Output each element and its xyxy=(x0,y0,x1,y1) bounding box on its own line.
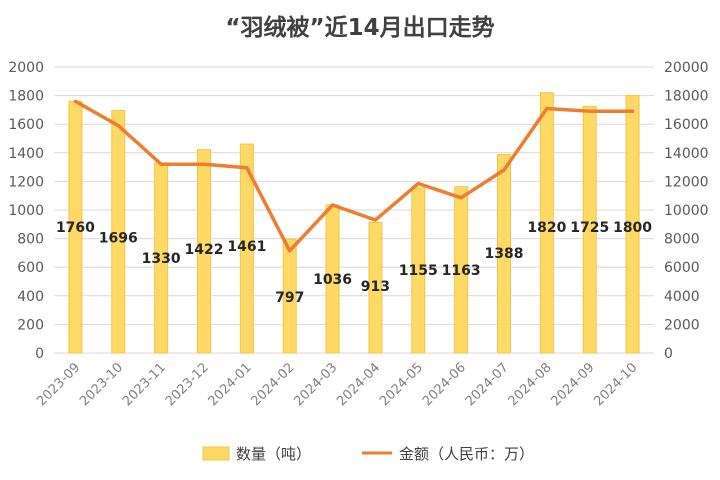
legend: 数量（吨） 金额（人民币：万） xyxy=(202,445,534,463)
x-tick-label: 2024-10 xyxy=(591,360,640,409)
data-label: 1330 xyxy=(142,251,181,267)
legend-swatch-bar xyxy=(202,446,230,461)
gridlines xyxy=(54,66,654,354)
y-right-tick-label: 0 xyxy=(664,346,673,362)
line-point xyxy=(331,203,335,207)
bar xyxy=(282,238,297,354)
data-label: 913 xyxy=(361,279,390,295)
y-right-tick-label: 16000 xyxy=(664,117,709,133)
y-left-tick-label: 1600 xyxy=(8,117,44,133)
bar xyxy=(497,154,511,354)
y-right-tick-label: 8000 xyxy=(664,232,700,248)
x-tick-label: 2023-10 xyxy=(77,360,126,409)
x-tick-label: 2024-05 xyxy=(377,360,426,409)
y-right-tick-label: 6000 xyxy=(664,260,700,276)
y-left-tick-label: 1200 xyxy=(8,174,44,190)
x-tick-label: 2024-02 xyxy=(249,360,298,409)
line-point xyxy=(373,218,377,222)
bar xyxy=(411,187,426,354)
data-label: 1760 xyxy=(56,220,95,236)
data-label: 1036 xyxy=(313,272,352,288)
data-label: 1155 xyxy=(399,263,438,279)
x-tick-label: 2024-01 xyxy=(206,360,255,409)
bar xyxy=(197,149,211,354)
y-right-tick-label: 2000 xyxy=(664,317,700,333)
data-label: 1725 xyxy=(570,220,609,236)
data-label: 1696 xyxy=(99,230,138,246)
data-label: 1820 xyxy=(527,220,566,236)
line-point xyxy=(245,166,249,170)
x-tick-label: 2024-04 xyxy=(334,360,383,409)
data-label: 1461 xyxy=(227,239,266,255)
bar xyxy=(368,221,383,354)
x-tick-label: 2024-09 xyxy=(549,360,598,409)
y-left-tick-label: 0 xyxy=(35,346,44,362)
legend-label-bar: 数量（吨） xyxy=(236,445,311,463)
line-point xyxy=(202,162,206,166)
y-left-tick-label: 600 xyxy=(17,260,44,276)
data-label: 1422 xyxy=(185,242,224,258)
x-tick-label: 2023-09 xyxy=(34,360,83,409)
chart-title: “羽绒被”近14月出口走势 xyxy=(225,14,494,41)
line-point xyxy=(416,182,420,186)
x-tick-label: 2023-11 xyxy=(120,360,169,409)
y-left-tick-label: 200 xyxy=(17,317,44,333)
y-right-tick-label: 20000 xyxy=(664,60,709,76)
bar xyxy=(625,95,640,354)
bar xyxy=(539,92,554,354)
line-point xyxy=(588,109,592,113)
data-label: 1163 xyxy=(442,263,481,279)
line-point xyxy=(73,99,77,103)
x-tick-label: 2024-07 xyxy=(463,360,512,409)
y-right-tick-label: 10000 xyxy=(664,203,709,219)
y-left-tick-label: 1000 xyxy=(8,203,44,219)
x-tick-label: 2024-06 xyxy=(420,360,469,409)
bar xyxy=(454,186,469,354)
left-axis: 0 200 400 600 800 1000 1200 1400 1600 1800 2000 xyxy=(8,60,44,362)
y-right-tick-label: 18000 xyxy=(664,89,709,105)
y-left-tick-label: 1400 xyxy=(8,146,44,162)
line-point xyxy=(459,196,463,200)
x-axis: 2023-092023-102023-112023-122024-012024-… xyxy=(34,360,640,409)
line-point xyxy=(631,109,635,113)
x-tick-label: 2024-08 xyxy=(506,360,555,409)
y-right-tick-label: 14000 xyxy=(664,146,709,162)
y-left-tick-label: 400 xyxy=(17,289,44,305)
line-point xyxy=(116,124,120,128)
line-point xyxy=(288,249,292,253)
y-right-tick-label: 12000 xyxy=(664,174,709,190)
line-series xyxy=(73,99,635,253)
amount-line xyxy=(73,99,635,253)
right-axis: 0 2000 4000 6000 8000 10000 12000 14000 16000 180… xyxy=(664,60,709,362)
y-left-tick-label: 800 xyxy=(17,232,44,248)
bar xyxy=(239,143,254,354)
legend-label-line: 金额（人民币：万） xyxy=(399,445,534,463)
x-tick-label: 2023-12 xyxy=(163,360,212,409)
y-left-tick-label: 2000 xyxy=(8,60,44,76)
line-point xyxy=(502,168,506,172)
x-tick-label: 2024-03 xyxy=(291,360,340,409)
bar xyxy=(111,109,126,354)
line-point xyxy=(545,106,549,110)
y-right-tick-label: 4000 xyxy=(664,289,700,305)
line-point xyxy=(159,162,163,166)
bar xyxy=(582,105,597,354)
y-left-tick-label: 1800 xyxy=(8,89,44,105)
data-label: 1388 xyxy=(485,246,524,262)
bar-series xyxy=(68,92,640,354)
data-label: 797 xyxy=(275,290,304,306)
data-label: 1800 xyxy=(613,220,652,236)
